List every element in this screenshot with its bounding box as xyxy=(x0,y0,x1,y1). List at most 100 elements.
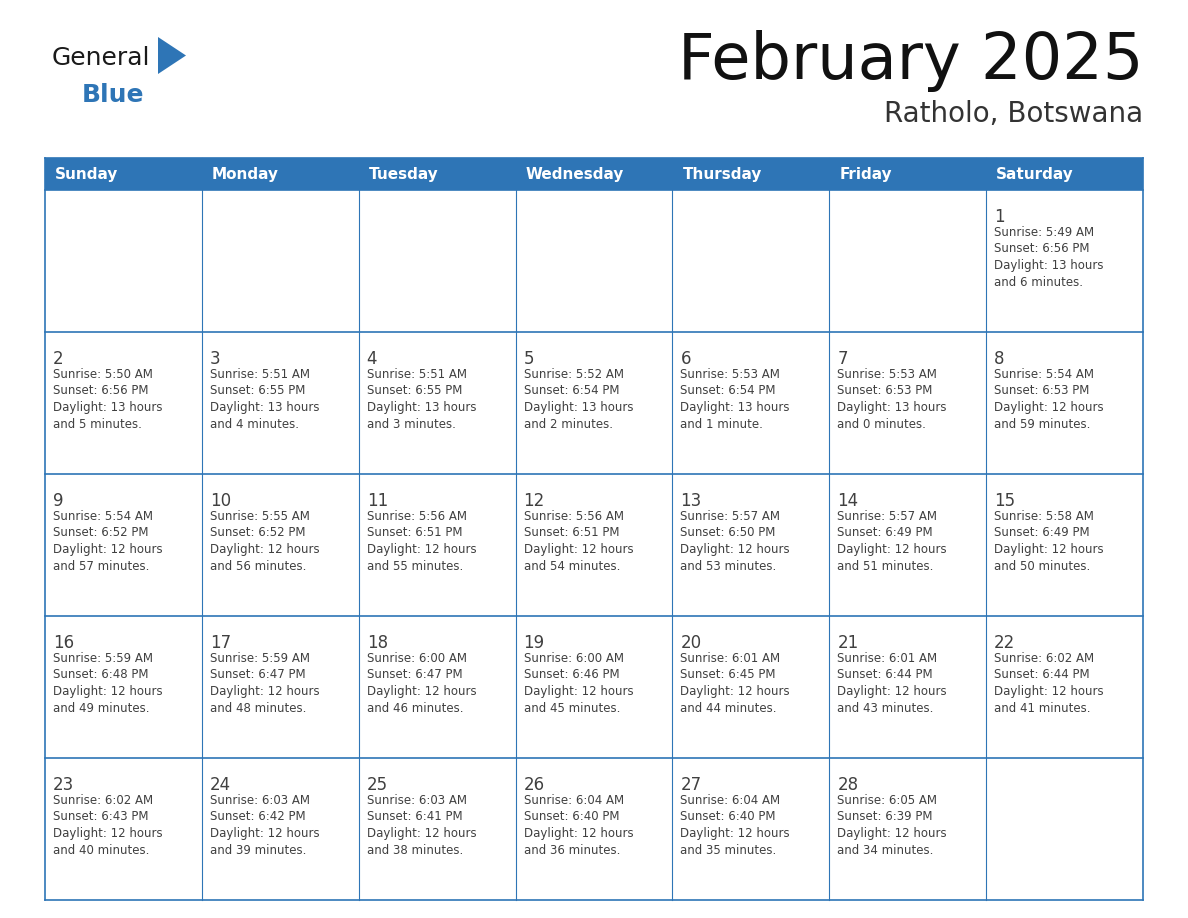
Text: Daylight: 12 hours: Daylight: 12 hours xyxy=(524,543,633,556)
Text: Sunset: 6:40 PM: Sunset: 6:40 PM xyxy=(524,811,619,823)
Text: Daylight: 13 hours: Daylight: 13 hours xyxy=(838,401,947,414)
Text: Sunset: 6:50 PM: Sunset: 6:50 PM xyxy=(681,527,776,540)
Text: Sunset: 6:53 PM: Sunset: 6:53 PM xyxy=(838,385,933,397)
Text: and 56 minutes.: and 56 minutes. xyxy=(210,559,307,573)
Text: Daylight: 12 hours: Daylight: 12 hours xyxy=(53,543,163,556)
Text: Sunset: 6:52 PM: Sunset: 6:52 PM xyxy=(53,527,148,540)
Text: and 59 minutes.: and 59 minutes. xyxy=(994,418,1091,431)
Text: Sunrise: 6:05 AM: Sunrise: 6:05 AM xyxy=(838,794,937,807)
Text: and 57 minutes.: and 57 minutes. xyxy=(53,559,150,573)
Text: and 41 minutes.: and 41 minutes. xyxy=(994,701,1091,714)
Text: and 39 minutes.: and 39 minutes. xyxy=(210,844,307,856)
Text: 1: 1 xyxy=(994,208,1005,226)
Text: Daylight: 12 hours: Daylight: 12 hours xyxy=(994,685,1104,698)
Text: and 6 minutes.: and 6 minutes. xyxy=(994,275,1083,288)
Text: Sunset: 6:44 PM: Sunset: 6:44 PM xyxy=(838,668,933,681)
Text: Sunrise: 6:02 AM: Sunrise: 6:02 AM xyxy=(994,652,1094,665)
Text: Sunset: 6:42 PM: Sunset: 6:42 PM xyxy=(210,811,305,823)
Text: Daylight: 12 hours: Daylight: 12 hours xyxy=(53,827,163,840)
Text: Sunset: 6:47 PM: Sunset: 6:47 PM xyxy=(367,668,462,681)
Text: Daylight: 13 hours: Daylight: 13 hours xyxy=(367,401,476,414)
Text: 12: 12 xyxy=(524,492,545,510)
Text: 5: 5 xyxy=(524,350,535,368)
Text: 25: 25 xyxy=(367,776,387,794)
Text: Sunset: 6:46 PM: Sunset: 6:46 PM xyxy=(524,668,619,681)
Text: Daylight: 13 hours: Daylight: 13 hours xyxy=(681,401,790,414)
Text: Sunrise: 5:57 AM: Sunrise: 5:57 AM xyxy=(681,510,781,523)
Text: 14: 14 xyxy=(838,492,859,510)
Text: Sunrise: 5:55 AM: Sunrise: 5:55 AM xyxy=(210,510,310,523)
Text: Tuesday: Tuesday xyxy=(368,166,438,182)
Text: 18: 18 xyxy=(367,634,387,652)
Text: Daylight: 12 hours: Daylight: 12 hours xyxy=(681,827,790,840)
Text: Sunrise: 5:52 AM: Sunrise: 5:52 AM xyxy=(524,368,624,381)
Text: Sunset: 6:52 PM: Sunset: 6:52 PM xyxy=(210,527,305,540)
Text: and 55 minutes.: and 55 minutes. xyxy=(367,559,463,573)
Text: Sunrise: 5:54 AM: Sunrise: 5:54 AM xyxy=(994,368,1094,381)
Text: Sunset: 6:56 PM: Sunset: 6:56 PM xyxy=(53,385,148,397)
Text: Sunset: 6:48 PM: Sunset: 6:48 PM xyxy=(53,668,148,681)
Text: and 40 minutes.: and 40 minutes. xyxy=(53,844,150,856)
Text: Daylight: 12 hours: Daylight: 12 hours xyxy=(210,685,320,698)
Text: and 2 minutes.: and 2 minutes. xyxy=(524,418,613,431)
Text: Daylight: 12 hours: Daylight: 12 hours xyxy=(367,685,476,698)
Text: 2: 2 xyxy=(53,350,64,368)
Text: Sunset: 6:41 PM: Sunset: 6:41 PM xyxy=(367,811,462,823)
Text: Sunset: 6:56 PM: Sunset: 6:56 PM xyxy=(994,242,1089,255)
Text: Sunset: 6:49 PM: Sunset: 6:49 PM xyxy=(838,527,933,540)
Text: 4: 4 xyxy=(367,350,378,368)
Text: and 48 minutes.: and 48 minutes. xyxy=(210,701,307,714)
Text: Sunset: 6:43 PM: Sunset: 6:43 PM xyxy=(53,811,148,823)
Text: Sunrise: 5:50 AM: Sunrise: 5:50 AM xyxy=(53,368,153,381)
Text: Daylight: 12 hours: Daylight: 12 hours xyxy=(838,543,947,556)
Text: Sunrise: 6:02 AM: Sunrise: 6:02 AM xyxy=(53,794,153,807)
Text: Daylight: 12 hours: Daylight: 12 hours xyxy=(210,827,320,840)
Text: Sunset: 6:53 PM: Sunset: 6:53 PM xyxy=(994,385,1089,397)
Text: and 45 minutes.: and 45 minutes. xyxy=(524,701,620,714)
Text: Sunrise: 6:00 AM: Sunrise: 6:00 AM xyxy=(524,652,624,665)
Text: Sunrise: 5:59 AM: Sunrise: 5:59 AM xyxy=(53,652,153,665)
Text: Sunrise: 6:01 AM: Sunrise: 6:01 AM xyxy=(681,652,781,665)
Text: and 4 minutes.: and 4 minutes. xyxy=(210,418,299,431)
Text: 3: 3 xyxy=(210,350,221,368)
Text: Sunrise: 6:03 AM: Sunrise: 6:03 AM xyxy=(367,794,467,807)
Text: General: General xyxy=(52,46,151,70)
Text: 24: 24 xyxy=(210,776,230,794)
Text: Sunrise: 6:04 AM: Sunrise: 6:04 AM xyxy=(524,794,624,807)
Text: and 44 minutes.: and 44 minutes. xyxy=(681,701,777,714)
Text: Sunrise: 6:01 AM: Sunrise: 6:01 AM xyxy=(838,652,937,665)
Text: 21: 21 xyxy=(838,634,859,652)
Text: Sunset: 6:45 PM: Sunset: 6:45 PM xyxy=(681,668,776,681)
Text: and 51 minutes.: and 51 minutes. xyxy=(838,559,934,573)
Text: Sunrise: 5:56 AM: Sunrise: 5:56 AM xyxy=(524,510,624,523)
Text: and 53 minutes.: and 53 minutes. xyxy=(681,559,777,573)
Text: Daylight: 12 hours: Daylight: 12 hours xyxy=(994,543,1104,556)
Text: Daylight: 13 hours: Daylight: 13 hours xyxy=(53,401,163,414)
Text: Daylight: 12 hours: Daylight: 12 hours xyxy=(994,401,1104,414)
Text: 13: 13 xyxy=(681,492,702,510)
Text: Thursday: Thursday xyxy=(682,166,762,182)
Text: Sunrise: 5:53 AM: Sunrise: 5:53 AM xyxy=(681,368,781,381)
Text: Sunset: 6:40 PM: Sunset: 6:40 PM xyxy=(681,811,776,823)
Text: Daylight: 12 hours: Daylight: 12 hours xyxy=(838,827,947,840)
Text: Friday: Friday xyxy=(839,166,892,182)
Text: 7: 7 xyxy=(838,350,848,368)
Text: and 1 minute.: and 1 minute. xyxy=(681,418,764,431)
Text: 26: 26 xyxy=(524,776,544,794)
Text: and 36 minutes.: and 36 minutes. xyxy=(524,844,620,856)
Text: Wednesday: Wednesday xyxy=(525,166,624,182)
Text: 9: 9 xyxy=(53,492,63,510)
Text: 17: 17 xyxy=(210,634,230,652)
Text: Sunrise: 5:56 AM: Sunrise: 5:56 AM xyxy=(367,510,467,523)
Text: Sunday: Sunday xyxy=(55,166,119,182)
Text: Sunset: 6:51 PM: Sunset: 6:51 PM xyxy=(367,527,462,540)
Text: Sunset: 6:54 PM: Sunset: 6:54 PM xyxy=(681,385,776,397)
Polygon shape xyxy=(158,37,187,74)
Text: 28: 28 xyxy=(838,776,859,794)
Text: Sunset: 6:39 PM: Sunset: 6:39 PM xyxy=(838,811,933,823)
Text: and 3 minutes.: and 3 minutes. xyxy=(367,418,455,431)
Text: 15: 15 xyxy=(994,492,1016,510)
Text: Sunrise: 5:53 AM: Sunrise: 5:53 AM xyxy=(838,368,937,381)
Text: Sunset: 6:51 PM: Sunset: 6:51 PM xyxy=(524,527,619,540)
Text: Daylight: 12 hours: Daylight: 12 hours xyxy=(681,685,790,698)
